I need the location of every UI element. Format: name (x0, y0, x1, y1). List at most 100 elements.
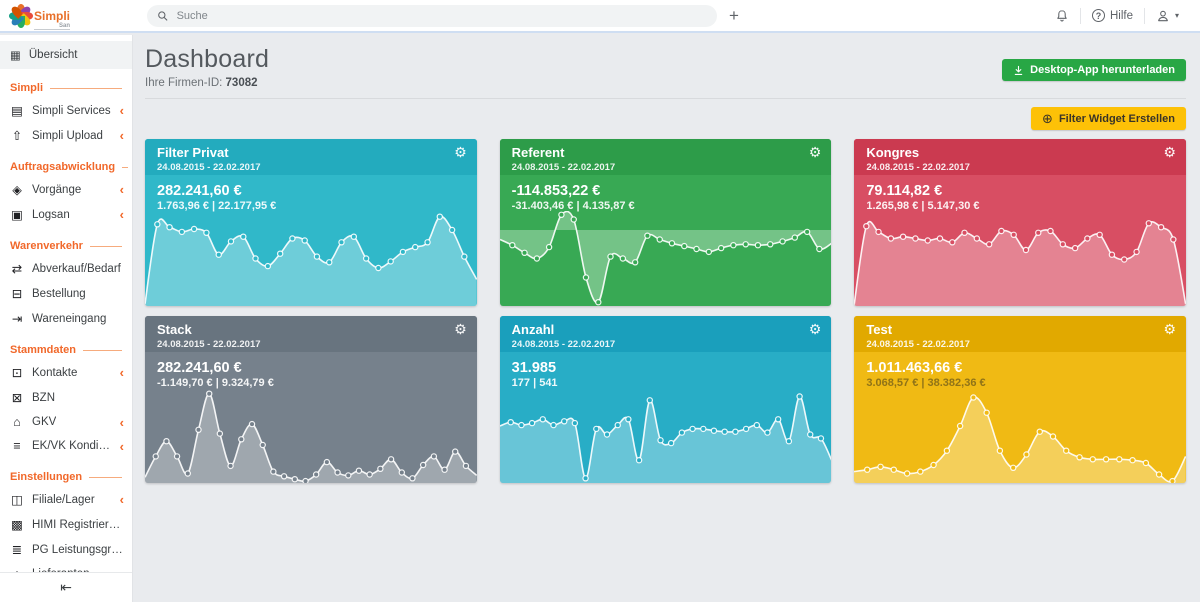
data-point-marker (583, 476, 588, 481)
layers-icon: ◈ (10, 182, 24, 197)
data-point-marker (722, 429, 727, 434)
data-point-marker (314, 472, 319, 477)
data-point-marker (1064, 448, 1069, 453)
card-title: Kongres (866, 145, 970, 161)
sidebar-item-gkv[interactable]: ⌂GKV‹ (0, 410, 132, 434)
data-point-marker (636, 458, 641, 463)
company-id-label: Ihre Firmen-ID: (145, 77, 222, 89)
sidebar-item-label: EK/VK Konditionen (32, 440, 112, 452)
card-title: Test (866, 322, 970, 338)
data-point-marker (950, 240, 955, 245)
chevron-left-icon: ‹ (120, 129, 124, 142)
data-point-marker (1171, 237, 1176, 242)
data-point-marker (700, 426, 705, 431)
topbar: Simpli San + ? Hilfe ▾ (0, 0, 1200, 33)
sidebar-item-ek-vk-konditionen[interactable]: ≡EK/VK Konditionen‹ (0, 434, 132, 458)
data-point-marker (913, 236, 918, 241)
sidebar-item-abverkauf-bedarf[interactable]: ⇄Abverkauf/Bedarf (0, 256, 132, 281)
sparkline-chart (854, 388, 1186, 483)
data-point-marker (327, 260, 332, 265)
sidebar-item-bzn[interactable]: ⊠BZN (0, 385, 132, 410)
data-point-marker (351, 234, 356, 239)
card-main-value: 1.011.463,66 € (866, 360, 1174, 376)
data-point-marker (509, 243, 514, 248)
data-point-marker (743, 242, 748, 247)
section-divider-line (83, 350, 122, 351)
app-logo[interactable]: Simpli San (0, 5, 133, 27)
data-point-marker (615, 423, 620, 428)
data-point-marker (657, 237, 662, 242)
widget-card-stack: Stack24.08.2015 - 22.02.2017⚙282.241,60 … (145, 316, 477, 483)
download-desktop-app-button[interactable]: Desktop-App herunterladen (1002, 59, 1186, 81)
card-titles: Kongres24.08.2015 - 22.02.2017 (866, 145, 970, 173)
gear-icon[interactable]: ⚙ (1163, 322, 1176, 336)
card-date-range: 24.08.2015 - 22.02.2017 (512, 339, 616, 350)
data-point-marker (767, 242, 772, 247)
help-button[interactable]: ? Hilfe (1080, 8, 1144, 24)
widget-card-anzahl: Anzahl24.08.2015 - 22.02.2017⚙31.985177 … (500, 316, 832, 483)
data-point-marker (865, 467, 870, 472)
gear-icon[interactable]: ⚙ (1163, 145, 1176, 159)
data-point-marker (878, 464, 883, 469)
gear-icon[interactable]: ⚙ (454, 145, 467, 159)
user-menu-button[interactable]: ▾ (1144, 8, 1190, 24)
create-filter-widget-button[interactable]: ⊕ Filter Widget Erstellen (1031, 107, 1186, 130)
sidebar-item-pg-leistungsgruppen[interactable]: ≣PG Leistungsgruppen (0, 537, 132, 562)
data-point-marker (775, 417, 780, 422)
sidebar-item-label: Wareneingang (32, 313, 106, 325)
data-point-marker (807, 432, 812, 437)
data-point-marker (1037, 429, 1042, 434)
sidebar-item-kontakte[interactable]: ⊡Kontakte‹ (0, 360, 132, 385)
data-point-marker (155, 222, 160, 227)
plus-circle-icon: ⊕ (1042, 112, 1053, 125)
card-sub-values: 1.763,96 € | 22.177,95 € (157, 200, 465, 212)
data-point-marker (625, 417, 630, 422)
section-title-text: Auftragsabwicklung (10, 161, 115, 173)
data-point-marker (816, 246, 821, 251)
data-point-marker (711, 428, 716, 433)
section-divider-line (90, 246, 122, 247)
data-point-marker (529, 421, 534, 426)
card-title: Referent (512, 145, 616, 161)
card-date-range: 24.08.2015 - 22.02.2017 (157, 162, 261, 173)
data-point-marker (730, 243, 735, 248)
section-title-text: Stammdaten (10, 344, 76, 356)
sidebar-item-simpli-services[interactable]: ▤Simpli Services‹ (0, 98, 132, 123)
add-tab-button[interactable]: + (729, 7, 739, 24)
sidebar-item-label: Übersicht (29, 49, 78, 61)
data-point-marker (508, 420, 513, 425)
sidebar-item-himi-registrierungs[interactable]: ▩HIMI Registrierungs... (0, 512, 132, 537)
data-point-marker (376, 265, 381, 270)
sidebar-item-label: Simpli Services (32, 105, 111, 117)
gear-icon[interactable]: ⚙ (454, 322, 467, 336)
data-point-marker (164, 439, 169, 444)
sidebar-item-bestellung[interactable]: ⊟Bestellung (0, 281, 132, 306)
sidebar-item-filiale-lager[interactable]: ◫Filiale/Lager‹ (0, 487, 132, 512)
sidebar-item-vorg-nge[interactable]: ◈Vorgänge‹ (0, 177, 132, 202)
sidebar-item-logsan[interactable]: ▣Logsan‹ (0, 202, 132, 227)
notifications-button[interactable] (1044, 8, 1080, 24)
data-point-marker (938, 236, 943, 241)
sidebar-item-uebersicht[interactable]: ▦ Übersicht (0, 41, 132, 69)
data-point-marker (718, 246, 723, 251)
search-input[interactable] (177, 10, 707, 22)
data-point-marker (271, 469, 276, 474)
sidebar-collapse-button[interactable]: ⇤ (0, 572, 132, 602)
chevron-left-icon: ‹ (120, 416, 124, 429)
user-icon (1156, 9, 1170, 23)
company-id-value: 73082 (226, 77, 258, 89)
data-point-marker (608, 254, 613, 259)
gear-icon[interactable]: ⚙ (809, 145, 822, 159)
sidebar-section-title: Simpli (0, 82, 132, 94)
search-bar[interactable] (147, 5, 717, 27)
section-divider-line (89, 477, 122, 478)
sidebar-item-simpli-upload[interactable]: ⇧Simpli Upload‹ (0, 123, 132, 148)
gear-icon[interactable]: ⚙ (809, 322, 822, 336)
card-values: -114.853,22 €-31.403,46 € | 4.135,87 € (500, 175, 832, 212)
sidebar-item-wareneingang[interactable]: ⇥Wareneingang (0, 306, 132, 331)
sparkline-chart (854, 211, 1186, 306)
data-point-marker (792, 235, 797, 240)
download-icon (1013, 65, 1024, 76)
data-point-marker (743, 426, 748, 431)
sidebar-item-label: HIMI Registrierungs... (32, 519, 124, 531)
